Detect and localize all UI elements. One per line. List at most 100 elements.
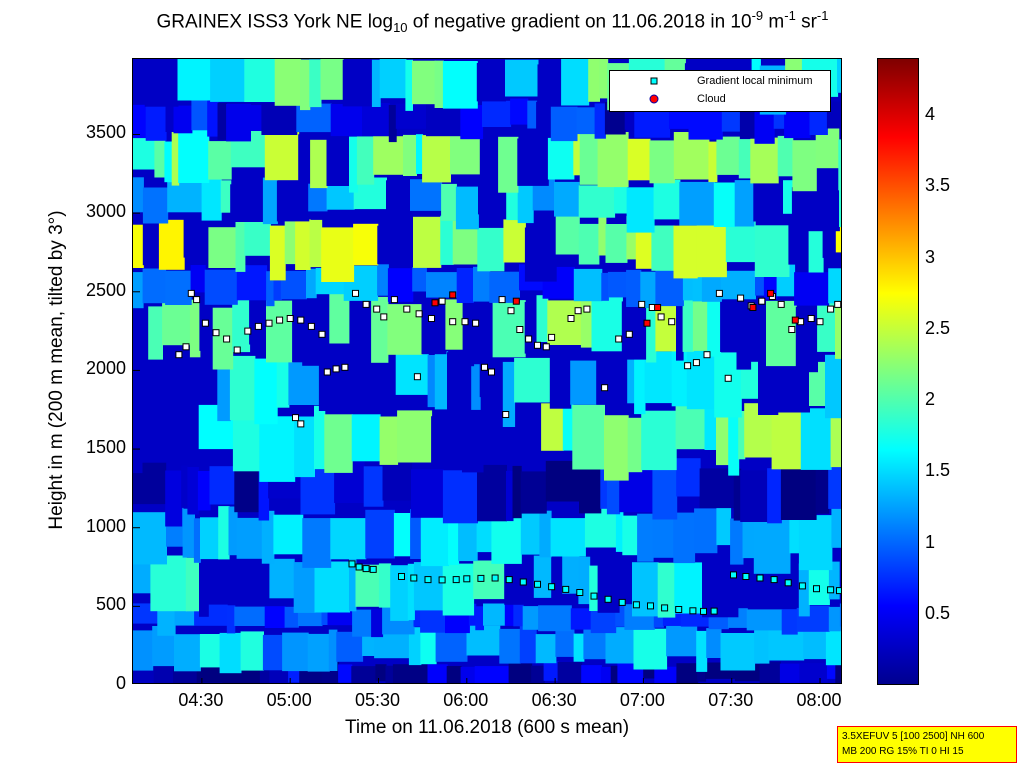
heatmap-cell	[352, 609, 373, 637]
heatmap-cell	[808, 187, 840, 232]
heatmap-cell	[753, 180, 784, 222]
heatmap-cell	[837, 59, 841, 93]
heatmap-cell	[637, 513, 654, 562]
y-tick-label: 1000	[85, 515, 126, 536]
heatmap-cell	[282, 632, 309, 672]
heatmap-cell	[412, 265, 427, 292]
heatmap-cell	[422, 135, 451, 183]
info-line-1: 3.5XEFUV 5 [100 2500] NH 600	[842, 731, 985, 742]
heatmap-cell	[652, 463, 678, 520]
heatmap-cell	[791, 187, 810, 226]
heatmap-cell	[379, 59, 407, 99]
heatmap-cell	[413, 562, 444, 611]
heatmap-cell	[598, 214, 607, 256]
heatmap-cell	[371, 59, 381, 107]
legend-circle-marker	[649, 94, 659, 104]
heatmap-cell	[573, 128, 581, 176]
heatmap-cell	[531, 665, 545, 683]
colorbar-tick-label: 3	[925, 246, 936, 267]
gradient-minimum-marker	[403, 305, 411, 313]
heatmap-cell	[733, 468, 742, 521]
gradient-minimum-marker	[463, 575, 471, 583]
gradient-minimum-marker	[625, 330, 633, 338]
heatmap-cell	[276, 348, 290, 408]
gradient-minimum-marker	[292, 414, 299, 422]
heatmap-cell	[578, 185, 616, 218]
heatmap-cell	[839, 603, 841, 627]
heatmap-cell	[329, 293, 351, 344]
heatmap-cell	[754, 225, 790, 277]
heatmap-cell	[434, 60, 444, 108]
heatmap-cell	[197, 471, 211, 511]
gradient-minimum-marker	[724, 374, 732, 382]
title-unit-m: m	[763, 11, 785, 33]
heatmap-cell	[353, 223, 379, 266]
heatmap-cell	[158, 219, 185, 270]
heatmap-cell	[142, 187, 169, 224]
gradient-minimum-marker	[244, 327, 252, 335]
heatmap-cell	[599, 59, 609, 99]
heatmap-cell	[679, 181, 715, 226]
heatmap-cell	[517, 138, 549, 186]
heatmap-cell	[640, 271, 657, 308]
heatmap-cell	[154, 129, 166, 178]
heatmap-cell	[420, 515, 450, 567]
heatmap-cell	[600, 667, 612, 683]
heatmap-cell	[182, 508, 195, 558]
heatmap-cell	[720, 291, 738, 352]
heatmap-cell	[250, 105, 263, 131]
heatmap-cell	[314, 405, 326, 470]
heatmap-cell	[264, 127, 300, 181]
heatmap-cell	[798, 563, 810, 617]
heatmap-cell	[435, 628, 468, 662]
gradient-minimum-marker	[684, 362, 692, 370]
colorbar-tick-label: 4	[925, 104, 936, 124]
heatmap-cell	[320, 59, 344, 100]
heatmap-cell	[554, 181, 580, 217]
heatmap-plot-area	[132, 58, 842, 684]
heatmap-cell	[646, 305, 657, 363]
colorbar-tick-label: 1	[925, 531, 936, 552]
heatmap-cell	[421, 298, 447, 355]
heatmap-cell	[633, 628, 668, 670]
heatmap-cell	[767, 468, 782, 524]
gradient-minimum-marker	[601, 384, 609, 392]
heatmap-cell	[578, 223, 600, 265]
heatmap-cell	[676, 663, 699, 683]
heatmap-cell	[626, 187, 655, 233]
heatmap-cell	[835, 214, 841, 253]
heatmap-cell	[666, 625, 698, 657]
heatmap-cell	[627, 346, 636, 404]
heatmap-cell	[839, 556, 841, 603]
heatmap-cell	[570, 360, 598, 405]
title-log-base: 10	[393, 20, 408, 36]
heatmap-cell	[654, 666, 678, 683]
heatmap-cell	[692, 296, 709, 351]
heatmap-cell	[573, 633, 585, 662]
info-line-2: MB 200 RG 15% TI 0 HI 15	[842, 746, 964, 757]
gradient-minimum-marker	[175, 351, 183, 359]
cloud-marker	[767, 289, 775, 297]
heatmap-cell	[730, 518, 744, 565]
gradient-minimum-marker	[491, 574, 499, 582]
heatmap-cell	[800, 408, 832, 470]
heatmap-cell	[635, 222, 653, 269]
heatmap-cell	[605, 224, 628, 263]
gradient-minimum-marker	[488, 368, 495, 376]
heatmap-cell	[152, 626, 175, 667]
heatmap-cell	[336, 631, 364, 662]
heatmap-cell	[261, 103, 298, 135]
gradient-minimum-marker	[481, 363, 488, 371]
heatmap-cell	[766, 300, 797, 367]
x-tick-label: 05:30	[354, 690, 400, 710]
y-tick-label: 2000	[85, 358, 126, 379]
gradient-minimum-marker	[692, 359, 700, 367]
heatmap-cell	[259, 416, 296, 482]
heatmap-cell	[388, 105, 397, 143]
gradient-minimum-marker	[632, 601, 640, 609]
heatmap-cell	[651, 225, 675, 271]
heatmap-cell	[292, 298, 304, 363]
heatmap-cell	[536, 101, 552, 133]
heatmap-cell	[427, 664, 448, 683]
heatmap-cell	[324, 414, 353, 473]
